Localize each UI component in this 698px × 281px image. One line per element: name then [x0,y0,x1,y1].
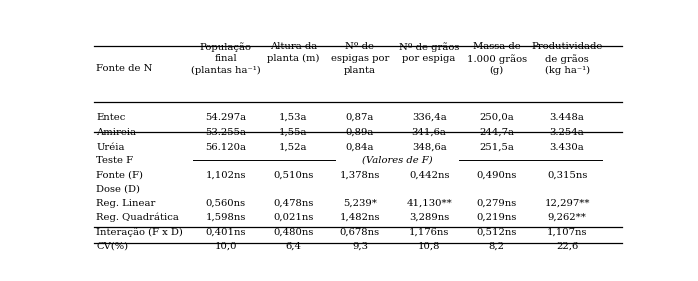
Text: 54.297a: 54.297a [205,112,246,121]
Text: planta: planta [344,66,376,75]
Text: 0,89a: 0,89a [346,128,374,137]
Text: 250,0a: 250,0a [480,112,514,121]
Text: Produtividade: Produtividade [531,42,603,51]
Text: 10,0: 10,0 [214,241,237,250]
Text: 1,52a: 1,52a [279,143,308,152]
Text: Reg. Linear: Reg. Linear [96,199,156,208]
Text: 251,5a: 251,5a [480,143,514,152]
Text: 5,239*: 5,239* [343,199,377,208]
Text: 1,53a: 1,53a [279,112,308,121]
Text: 0,478ns: 0,478ns [273,199,313,208]
Text: 8,2: 8,2 [489,241,505,250]
Text: 348,6a: 348,6a [412,143,447,152]
Text: 3,289ns: 3,289ns [409,213,450,222]
Text: Reg. Quadrática: Reg. Quadrática [96,213,179,222]
Text: final: final [214,54,237,63]
Text: 9,3: 9,3 [352,241,368,250]
Text: 0,512ns: 0,512ns [477,227,517,236]
Text: 0,279ns: 0,279ns [477,199,517,208]
Text: de grãos: de grãos [545,54,589,64]
Text: 0,021ns: 0,021ns [273,213,313,222]
Text: (g): (g) [489,66,504,75]
Text: (plantas ha⁻¹): (plantas ha⁻¹) [191,66,260,75]
Text: 56.120a: 56.120a [205,143,246,152]
Text: Nº de grãos: Nº de grãos [399,42,459,52]
Text: 1.000 grãos: 1.000 grãos [467,54,527,64]
Text: 0,490ns: 0,490ns [477,171,517,180]
Text: Fonte (F): Fonte (F) [96,171,144,180]
Text: 6,4: 6,4 [285,241,302,250]
Text: Nº de: Nº de [346,42,374,51]
Text: 10,8: 10,8 [418,241,440,250]
Text: (kg ha⁻¹): (kg ha⁻¹) [544,66,590,75]
Text: 22,6: 22,6 [556,241,578,250]
Text: 12,297**: 12,297** [544,199,590,208]
Text: 0,87a: 0,87a [346,112,374,121]
Text: (Valores de F): (Valores de F) [362,156,433,165]
Text: 1,107ns: 1,107ns [547,227,587,236]
Text: 41,130**: 41,130** [406,199,452,208]
Text: Altura da: Altura da [269,42,317,51]
Text: 0,510ns: 0,510ns [273,171,313,180]
Text: 1,598ns: 1,598ns [205,213,246,222]
Text: Massa de: Massa de [473,42,521,51]
Text: 0,560ns: 0,560ns [206,199,246,208]
Text: 3.448a: 3.448a [549,112,584,121]
Text: 1,55a: 1,55a [279,128,308,137]
Text: 0,219ns: 0,219ns [477,213,517,222]
Text: 0,315ns: 0,315ns [547,171,587,180]
Text: 0,84a: 0,84a [346,143,374,152]
Text: Interação (F x D): Interação (F x D) [96,227,184,237]
Text: Amireia: Amireia [96,128,137,137]
Text: 244,7a: 244,7a [480,128,514,137]
Text: 341,6a: 341,6a [412,128,447,137]
Text: espigas por: espigas por [331,54,389,63]
Text: Fonte de N: Fonte de N [96,64,153,73]
Text: 9,262**: 9,262** [548,213,586,222]
Text: 1,102ns: 1,102ns [205,171,246,180]
Text: População: População [200,42,252,52]
Text: 1,176ns: 1,176ns [409,227,450,236]
Text: por espiga: por espiga [403,54,456,63]
Text: 3.430a: 3.430a [550,143,584,152]
Text: 0,442ns: 0,442ns [409,171,450,180]
Text: 0,401ns: 0,401ns [205,227,246,236]
Text: 53.255a: 53.255a [205,128,246,137]
Text: 0,480ns: 0,480ns [273,227,313,236]
Text: 1,378ns: 1,378ns [340,171,380,180]
Text: 0,678ns: 0,678ns [340,227,380,236]
Text: CV(%): CV(%) [96,241,128,250]
Text: 3.254a: 3.254a [550,128,584,137]
Text: Uréia: Uréia [96,143,125,152]
Text: Teste F: Teste F [96,156,133,165]
Text: Entec: Entec [96,112,126,121]
Text: planta (m): planta (m) [267,54,320,63]
Text: 1,482ns: 1,482ns [340,213,380,222]
Text: Dose (D): Dose (D) [96,185,140,194]
Text: 336,4a: 336,4a [412,112,447,121]
